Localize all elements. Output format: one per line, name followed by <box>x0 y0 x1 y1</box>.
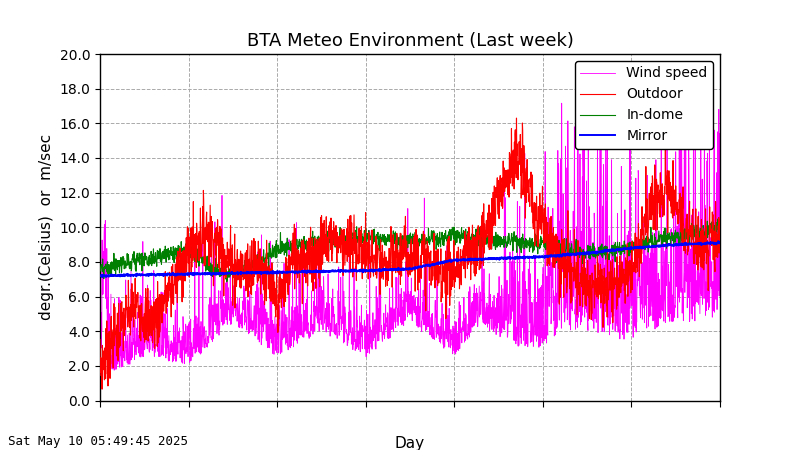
In-dome <box>204 261 214 266</box>
Wind speed <box>110 368 119 373</box>
Mirror <box>451 257 461 263</box>
Outdoor <box>451 265 461 270</box>
Mirror <box>654 243 664 248</box>
Outdoor <box>715 230 725 235</box>
Mirror <box>715 240 725 245</box>
Line: Mirror: Mirror <box>100 241 720 277</box>
Outdoor <box>95 337 105 342</box>
Outdoor <box>594 261 603 266</box>
In-dome <box>654 228 664 234</box>
X-axis label: Day: Day <box>395 436 425 450</box>
Mirror <box>204 271 214 277</box>
Mirror <box>714 238 723 244</box>
Line: Outdoor: Outdoor <box>100 118 720 389</box>
Wind speed <box>451 328 461 333</box>
Outdoor <box>663 191 673 197</box>
In-dome <box>95 262 105 268</box>
Wind speed <box>690 75 700 81</box>
Wind speed <box>593 297 602 302</box>
Wind speed <box>663 314 673 319</box>
Outdoor <box>654 198 664 203</box>
In-dome <box>451 235 461 240</box>
Outdoor <box>204 263 214 269</box>
Outdoor <box>98 387 107 392</box>
Mirror <box>205 271 214 276</box>
Outdoor <box>205 254 214 260</box>
Text: Sat May 10 05:49:45 2025: Sat May 10 05:49:45 2025 <box>8 435 188 448</box>
Wind speed <box>205 333 214 338</box>
Legend: Wind speed, Outdoor, In-dome, Mirror: Wind speed, Outdoor, In-dome, Mirror <box>575 61 713 149</box>
Wind speed <box>204 302 214 307</box>
In-dome <box>713 216 722 222</box>
Outdoor <box>512 115 522 121</box>
In-dome <box>715 227 725 232</box>
Line: In-dome: In-dome <box>100 219 720 286</box>
Wind speed <box>95 362 105 368</box>
In-dome <box>231 283 241 288</box>
In-dome <box>593 249 602 255</box>
Mirror <box>593 249 602 255</box>
Mirror <box>95 273 105 279</box>
In-dome <box>205 258 214 263</box>
Title: BTA Meteo Environment (Last week): BTA Meteo Environment (Last week) <box>246 32 574 50</box>
Wind speed <box>654 290 664 296</box>
Line: Wind speed: Wind speed <box>100 78 720 370</box>
In-dome <box>663 236 673 242</box>
Y-axis label: degr.(Celsius)  or  m/sec: degr.(Celsius) or m/sec <box>39 134 54 320</box>
Mirror <box>663 243 673 248</box>
Mirror <box>97 274 106 279</box>
Wind speed <box>715 221 725 226</box>
